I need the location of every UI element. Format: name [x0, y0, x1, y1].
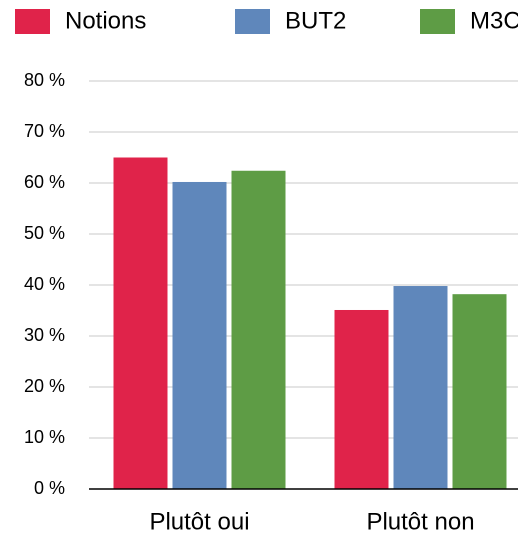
- x-tick-label: Plutôt non: [366, 508, 474, 534]
- legend-swatch: [420, 9, 455, 34]
- legend-label: M3C: [470, 7, 518, 34]
- legend-label: Notions: [65, 7, 146, 34]
- bar: [393, 286, 448, 489]
- legend-swatch: [15, 9, 50, 34]
- legend-label: BUT2: [285, 7, 346, 34]
- y-tick-label: 50 %: [24, 223, 65, 243]
- y-tick-label: 20 %: [24, 376, 65, 396]
- bar: [113, 157, 168, 489]
- bar: [172, 181, 227, 490]
- y-tick-label: 60 %: [24, 172, 65, 192]
- bar: [334, 309, 389, 489]
- y-tick-label: 70 %: [24, 121, 65, 141]
- bar: [452, 294, 507, 489]
- y-tick-label: 80 %: [24, 70, 65, 90]
- y-tick-label: 10 %: [24, 427, 65, 447]
- y-tick-label: 0 %: [34, 478, 65, 498]
- x-tick-label: Plutôt oui: [149, 508, 249, 534]
- legend-swatch: [235, 9, 270, 34]
- y-tick-label: 40 %: [24, 274, 65, 294]
- bar: [231, 170, 286, 489]
- y-tick-label: 30 %: [24, 325, 65, 345]
